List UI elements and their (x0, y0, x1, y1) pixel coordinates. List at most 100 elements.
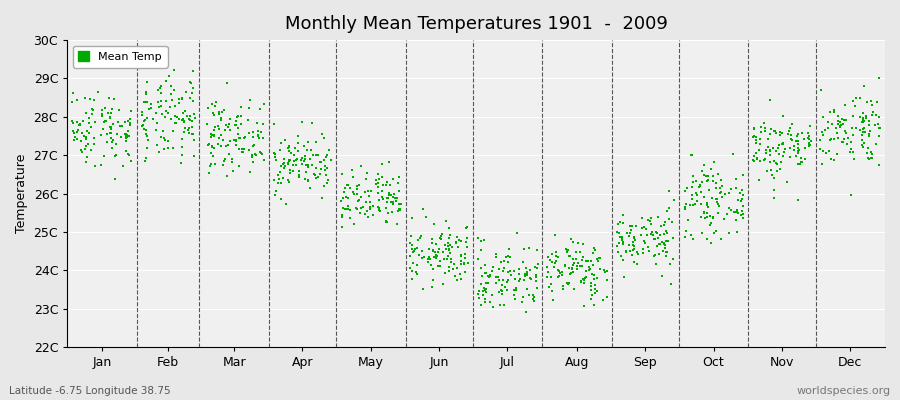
Point (176, 118, 191, 125)
Point (186, 98, 201, 105)
Point (185, 85, 200, 91)
Point (140, 78, 154, 85)
Point (200, 120, 214, 127)
Point (623, 230, 637, 236)
Point (207, 133, 221, 139)
Point (182, 116, 196, 122)
Point (390, 195, 404, 201)
Point (866, 109, 880, 115)
Point (709, 180, 724, 186)
Point (767, 158, 781, 164)
Point (214, 114, 229, 121)
Point (827, 107, 842, 113)
Point (212, 109, 226, 116)
Point (863, 98, 878, 104)
Point (838, 128, 852, 134)
Point (167, 87, 182, 93)
Point (233, 134, 248, 141)
Point (776, 140, 790, 146)
Point (844, 124, 859, 131)
Point (507, 287, 521, 294)
Point (213, 132, 228, 138)
Point (67, 137, 81, 143)
Point (858, 129, 872, 135)
Point (700, 203, 715, 210)
Point (552, 268, 566, 274)
Point (833, 123, 848, 130)
Point (233, 112, 248, 119)
Point (305, 162, 320, 168)
Point (766, 145, 780, 151)
Point (172, 95, 186, 102)
Point (853, 114, 868, 120)
Point (566, 256, 580, 262)
Point (588, 290, 602, 296)
Point (309, 152, 323, 158)
Point (500, 253, 514, 260)
Point (121, 127, 135, 134)
Point (823, 136, 837, 143)
Point (182, 130, 196, 137)
Point (139, 89, 153, 95)
Point (382, 190, 396, 197)
Point (699, 210, 714, 216)
Point (548, 258, 562, 264)
Point (540, 264, 554, 270)
Point (486, 264, 500, 271)
Point (299, 168, 313, 175)
Point (343, 215, 357, 222)
Point (454, 253, 468, 260)
Point (119, 135, 133, 142)
Point (94, 106, 109, 113)
Point (382, 182, 397, 188)
Point (580, 267, 594, 274)
Point (526, 296, 540, 302)
Point (683, 202, 698, 208)
Point (282, 144, 296, 150)
Point (649, 261, 663, 268)
Point (643, 218, 657, 224)
Point (246, 129, 260, 136)
Point (202, 170, 216, 176)
Point (769, 160, 783, 166)
Point (338, 194, 353, 200)
Point (238, 133, 252, 140)
Point (172, 100, 186, 106)
Point (616, 257, 631, 264)
Point (73, 120, 87, 127)
Point (241, 116, 256, 123)
Point (415, 254, 429, 261)
Point (497, 302, 511, 308)
Point (208, 124, 222, 130)
Title: Monthly Mean Temperatures 1901  -  2009: Monthly Mean Temperatures 1901 - 2009 (284, 15, 668, 33)
Point (758, 128, 772, 134)
Point (862, 131, 877, 137)
Point (281, 177, 295, 184)
Point (176, 116, 190, 122)
Point (575, 241, 590, 247)
Point (301, 164, 315, 170)
Point (99, 138, 113, 145)
Point (583, 258, 598, 264)
Point (512, 271, 526, 277)
Point (340, 205, 355, 212)
Point (660, 208, 674, 214)
Point (699, 213, 714, 220)
Point (484, 268, 499, 274)
Point (658, 244, 672, 251)
Point (291, 132, 305, 139)
Point (551, 266, 565, 273)
Point (726, 209, 741, 216)
Point (307, 171, 321, 177)
Point (619, 248, 634, 254)
Point (212, 135, 226, 141)
Point (837, 117, 851, 123)
Point (630, 249, 644, 256)
Point (763, 159, 778, 166)
Point (573, 263, 588, 269)
Point (500, 277, 515, 284)
Point (427, 254, 441, 260)
Point (503, 272, 517, 278)
Point (768, 128, 782, 134)
Point (491, 276, 506, 283)
